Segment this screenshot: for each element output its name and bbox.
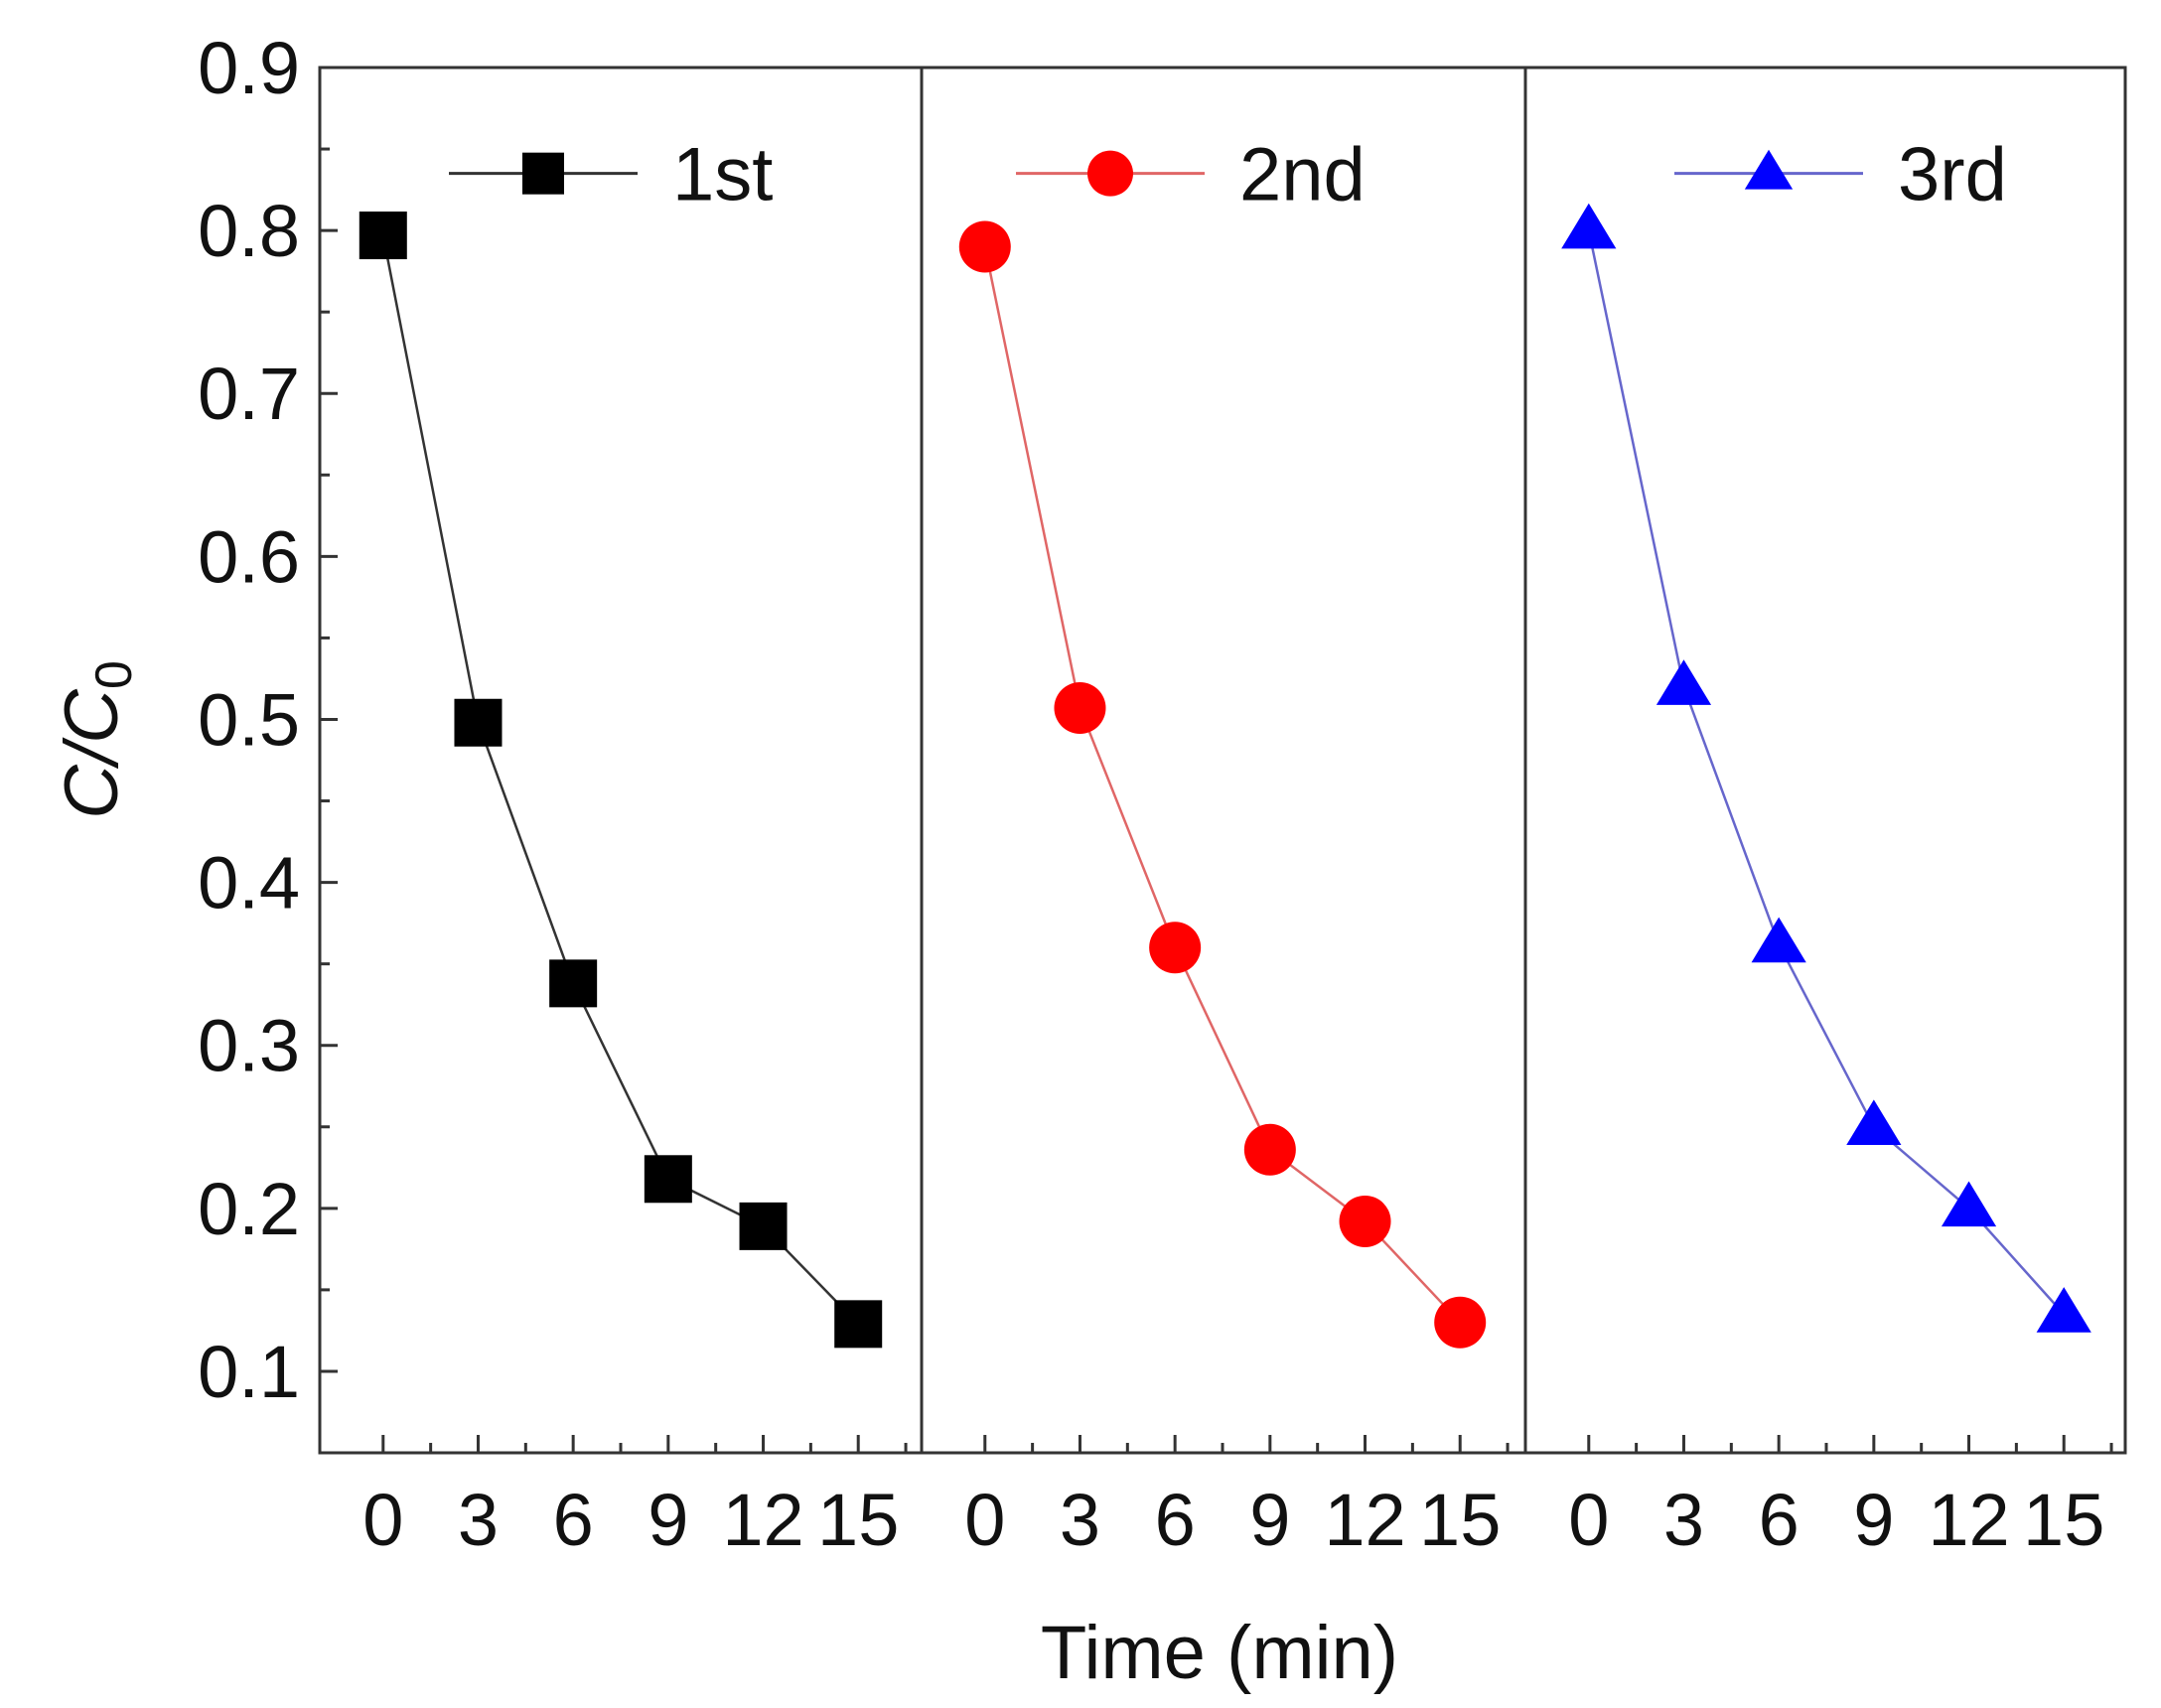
series-line-3rd xyxy=(1587,229,2066,1316)
x-tick-label: 3 xyxy=(458,1479,499,1561)
data-point-3rd xyxy=(1751,917,1806,963)
x-tick-label: 3 xyxy=(1663,1479,1704,1561)
x-tick-label: 9 xyxy=(648,1479,688,1561)
y-tick-label: 0.2 xyxy=(198,1168,300,1250)
y-tick-label: 0.3 xyxy=(198,1005,300,1087)
x-tick-label: 0 xyxy=(362,1479,403,1561)
x-tick-label: 6 xyxy=(1155,1479,1196,1561)
x-tick-label: 0 xyxy=(1568,1479,1609,1561)
y-tick-label: 0.4 xyxy=(198,842,300,925)
data-point-2nd xyxy=(1054,681,1106,734)
data-point-2nd xyxy=(1149,922,1202,974)
data-point-1st xyxy=(644,1155,692,1204)
x-tick-label: 12 xyxy=(1324,1479,1405,1561)
data-point-3rd xyxy=(2036,1287,2091,1333)
data-point-2nd xyxy=(1339,1195,1391,1247)
x-axis-title: Time (min) xyxy=(1041,1611,1398,1695)
x-tick-label: 0 xyxy=(964,1479,1005,1561)
data-point-3rd xyxy=(1941,1181,1997,1227)
data-point-1st xyxy=(834,1300,883,1349)
data-point-2nd xyxy=(1243,1123,1296,1176)
data-point-3rd xyxy=(1846,1099,1902,1146)
y-tick-label: 0.9 xyxy=(198,27,300,109)
y-axis-title: C/C0 xyxy=(50,660,143,819)
data-point-1st xyxy=(549,959,598,1008)
x-tick-label: 15 xyxy=(1419,1479,1501,1561)
legend-label-2nd: 2nd xyxy=(1239,133,1366,217)
y-tick-label: 0.8 xyxy=(198,190,300,272)
legend-label-1st: 1st xyxy=(672,133,773,217)
y-tick-label: 0.5 xyxy=(198,678,300,761)
y-tick-label: 0.6 xyxy=(198,515,300,598)
legend-marker-2nd xyxy=(1087,150,1133,197)
data-point-1st xyxy=(359,212,407,260)
x-tick-label: 12 xyxy=(722,1479,803,1561)
series-line-2nd xyxy=(983,246,1462,1324)
data-point-1st xyxy=(739,1202,788,1250)
x-tick-label: 6 xyxy=(1759,1479,1800,1561)
x-tick-label: 3 xyxy=(1060,1479,1100,1561)
x-tick-label: 9 xyxy=(1853,1479,1894,1561)
data-point-2nd xyxy=(958,220,1011,273)
legend-marker-1st xyxy=(522,152,564,195)
plot-frame xyxy=(318,66,2127,1455)
y-tick-label: 0.1 xyxy=(198,1331,300,1413)
legend-marker-3rd xyxy=(1744,149,1794,190)
x-tick-label: 12 xyxy=(1928,1479,2009,1561)
y-tick-label: 0.7 xyxy=(198,353,300,435)
x-tick-label: 15 xyxy=(817,1479,899,1561)
legend-label-3rd: 3rd xyxy=(1898,133,2007,217)
data-point-3rd xyxy=(1561,203,1617,249)
data-point-1st xyxy=(454,698,503,747)
x-tick-label: 9 xyxy=(1249,1479,1290,1561)
data-point-2nd xyxy=(1434,1296,1487,1349)
series-line-1st xyxy=(381,234,860,1326)
data-point-3rd xyxy=(1656,659,1712,705)
x-tick-label: 6 xyxy=(553,1479,594,1561)
x-tick-label: 15 xyxy=(2023,1479,2104,1561)
